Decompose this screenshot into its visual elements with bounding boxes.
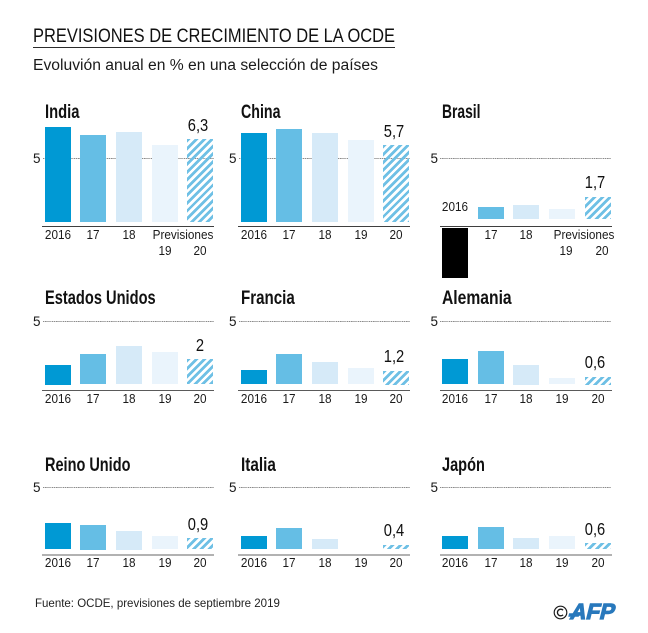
svg-text:AFP: AFP [568, 602, 618, 622]
